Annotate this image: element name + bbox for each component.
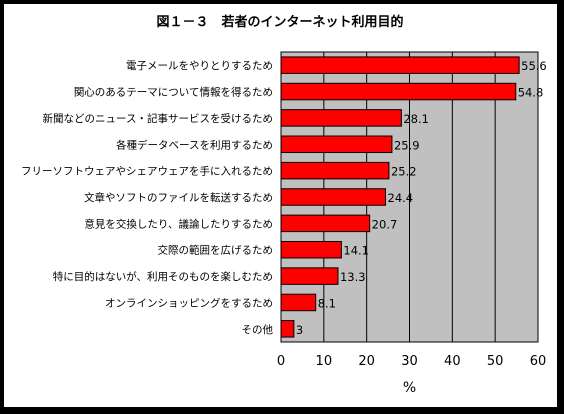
value-labels: 55.6 54.8 28.1 25.9 25.2 24.4 20.714.1 13.3 8.1 3 bbox=[296, 59, 547, 337]
x-tick-label: 40 bbox=[444, 354, 461, 369]
value-label: 25.2 bbox=[391, 165, 417, 179]
bar bbox=[280, 56, 520, 74]
x-tick-label: 30 bbox=[401, 354, 418, 369]
x-axis-label: % bbox=[403, 380, 416, 396]
category-label: その他 bbox=[242, 323, 274, 336]
bar bbox=[280, 82, 517, 101]
value-label: 8.1 bbox=[318, 296, 336, 310]
x-tick-label: 50 bbox=[487, 354, 504, 369]
value-label: 25.9 bbox=[394, 138, 420, 152]
value-label: 3 bbox=[296, 323, 303, 337]
category-label: 特に目的はないが、利用そのものを楽しむため bbox=[53, 270, 273, 283]
bar bbox=[280, 214, 371, 233]
category-label: 新聞などのニュース・記事サービスを受けるため bbox=[43, 112, 273, 125]
category-label: 文章やソフトのファイルを転送するため bbox=[84, 191, 273, 204]
value-label: 13.3 bbox=[340, 270, 366, 284]
value-label: 14.1 bbox=[343, 244, 369, 258]
value-label: 28.1 bbox=[403, 112, 429, 126]
category-label: オンラインショッピングをするため bbox=[105, 296, 273, 309]
category-label: 関心のあるテーマについて情報を得るため bbox=[74, 86, 273, 99]
category-label: 各種データベースを利用するため bbox=[116, 138, 273, 151]
chart-title: 図１－３ 若者のインターネット利用目的 bbox=[156, 14, 403, 30]
value-label: 20.7 bbox=[372, 217, 398, 231]
bar bbox=[280, 161, 390, 180]
category-label: 交際の範囲を広げるため bbox=[158, 244, 274, 257]
x-tick-label: 20 bbox=[358, 354, 375, 369]
category-label: フリーソフトウェアやシェアウェアを手に入れるため bbox=[21, 165, 273, 178]
bar bbox=[280, 320, 295, 338]
chart-frame: 図１－３ 若者のインターネット利用目的 電子メールをやりとりするため関心のあるテ… bbox=[4, 4, 557, 407]
bar bbox=[280, 293, 317, 312]
value-label: 24.4 bbox=[388, 191, 414, 205]
bar bbox=[280, 135, 393, 154]
x-tick-label: 0 bbox=[277, 354, 285, 369]
bar bbox=[280, 109, 402, 127]
value-label: 55.6 bbox=[521, 59, 547, 73]
bar bbox=[280, 240, 342, 259]
category-label: 意見を交換したり、議論したりするため bbox=[84, 217, 273, 230]
bar bbox=[280, 267, 339, 285]
value-label: 54.8 bbox=[518, 86, 544, 100]
x-tick-label: 60 bbox=[530, 354, 547, 369]
category-labels: 電子メールをやりとりするため関心のあるテーマについて情報を得るため新聞などのニュ… bbox=[21, 60, 273, 336]
bar bbox=[280, 188, 387, 206]
x-axis-ticks: 0 10 20 30 40 50 60 bbox=[277, 354, 546, 369]
bars bbox=[280, 56, 520, 338]
category-label: 電子メールをやりとりするため bbox=[126, 60, 273, 72]
bar-chart: 図１－３ 若者のインターネット利用目的 電子メールをやりとりするため関心のあるテ… bbox=[21, 14, 547, 396]
x-tick-label: 10 bbox=[316, 354, 333, 369]
